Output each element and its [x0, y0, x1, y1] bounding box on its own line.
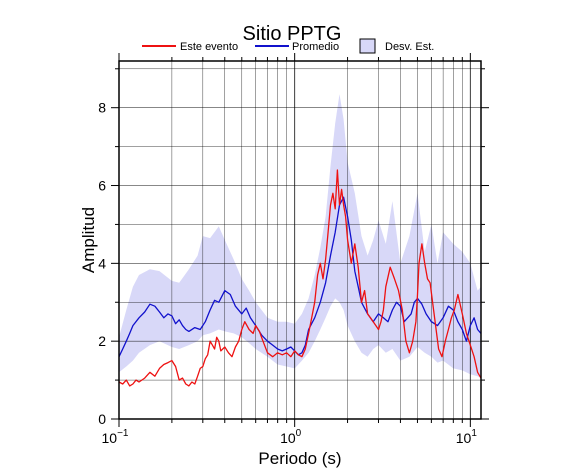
legend-swatch-box: [359, 38, 376, 54]
std-dev-band-area: [119, 94, 481, 379]
y-tick-labels: 0 2 4 6 8: [98, 100, 106, 427]
x-tick-label: 10−1: [102, 428, 129, 446]
chart-title: Sitio PPTG: [243, 23, 342, 45]
x-tick-label: 100: [280, 428, 302, 446]
series-lines: [118, 169, 482, 387]
x-axis-title: Periodo (s): [258, 449, 341, 468]
grid: [118, 61, 481, 420]
series-line-este-evento: [118, 169, 482, 387]
legend-label: Promedio: [292, 41, 339, 53]
std-dev-band: [119, 94, 481, 379]
axis-ticks: [111, 53, 489, 427]
legend-label: Desv. Est.: [385, 41, 434, 53]
x-tick-label-mantissa: 10: [280, 430, 296, 446]
legend-item-desv-est: Desv. Est.: [359, 38, 434, 54]
y-tick-label: 8: [98, 100, 106, 116]
x-tick-label-mantissa: 10: [102, 430, 118, 446]
legend-item-promedio: Promedio: [255, 41, 339, 53]
series-line-promedio: [118, 196, 482, 357]
x-tick-labels: 10−1 100 101: [102, 428, 478, 446]
y-tick-label: 6: [98, 178, 106, 194]
legend-label: Este evento: [180, 41, 238, 53]
y-axis-title: Amplitud: [79, 207, 98, 273]
x-tick-label-exponent: −1: [117, 428, 129, 439]
legend-item-este-evento: Este evento: [142, 41, 238, 53]
x-tick-label-exponent: 0: [296, 428, 302, 439]
y-tick-label: 4: [98, 255, 106, 271]
plot-frame: [118, 60, 482, 420]
x-tick-label-mantissa: 10: [456, 430, 472, 446]
legend: Este evento Promedio Desv. Est.: [142, 38, 434, 54]
y-tick-label: 0: [98, 411, 106, 427]
x-tick-label: 101: [456, 428, 478, 446]
x-tick-label-exponent: 1: [471, 428, 477, 439]
y-tick-label: 2: [98, 333, 106, 349]
